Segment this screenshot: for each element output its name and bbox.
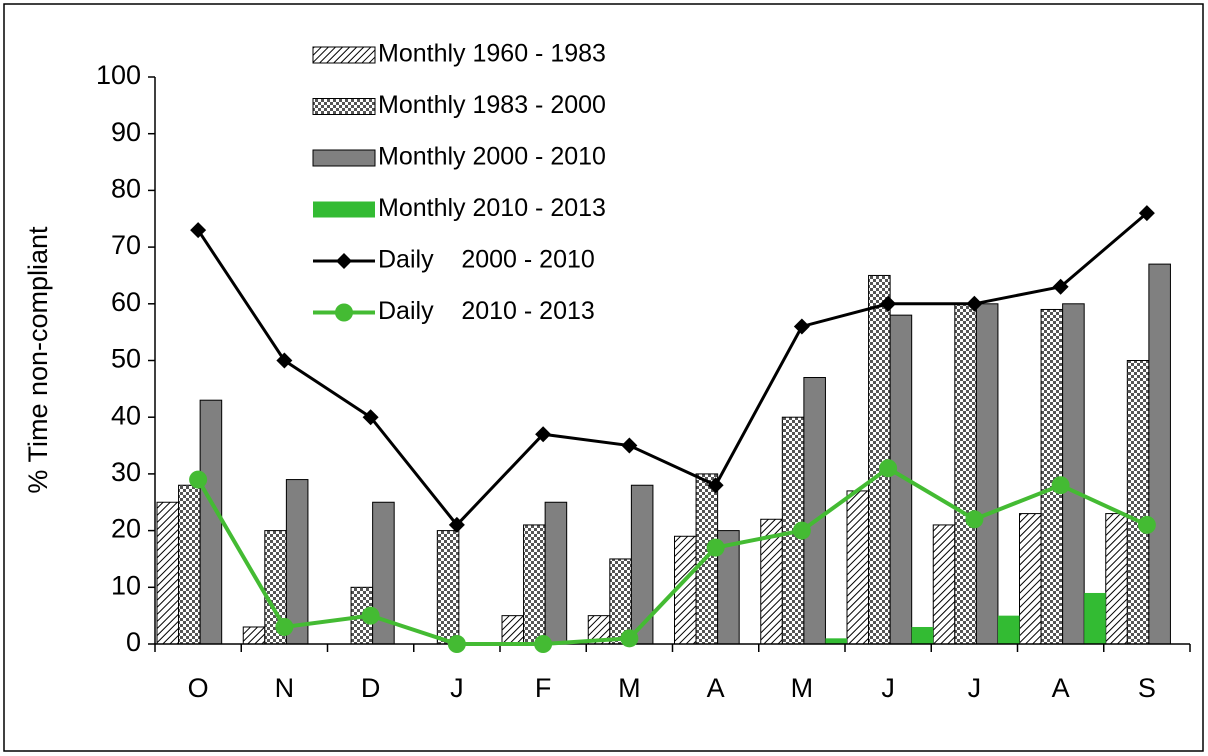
bar	[975, 303, 999, 645]
y-tick-label: 40	[111, 400, 141, 430]
bar	[997, 615, 1020, 644]
y-tick-label: 70	[111, 230, 141, 260]
legend-marker	[336, 253, 352, 269]
bar	[501, 615, 525, 645]
x-tick-label: J	[450, 673, 464, 703]
y-tick-label: 100	[96, 60, 141, 90]
y-tick-label: 50	[111, 344, 141, 374]
line-marker	[1051, 476, 1070, 495]
bar	[1126, 360, 1150, 645]
x-tick-label: N	[275, 673, 295, 703]
line-marker	[966, 295, 983, 312]
line-marker	[620, 629, 639, 648]
y-tick-label: 90	[111, 117, 141, 147]
line	[196, 211, 1148, 528]
bar	[954, 303, 977, 645]
bar	[544, 501, 568, 645]
legend-label: Monthly 1983 - 2000	[378, 91, 606, 119]
line-marker	[190, 222, 207, 239]
bar	[630, 484, 654, 645]
line-marker	[707, 477, 724, 494]
x-tick-label: A	[1052, 673, 1070, 703]
x-tick-label: D	[361, 673, 381, 703]
bar	[1105, 513, 1128, 645]
line-marker	[1138, 205, 1155, 222]
legend-label: Monthly 2010 - 2013	[378, 194, 606, 222]
line-marker	[621, 437, 638, 454]
bar	[825, 638, 847, 644]
y-tick-label: 80	[111, 174, 141, 204]
bar	[1019, 513, 1042, 645]
legend-swatch	[312, 98, 376, 115]
line-marker	[189, 470, 208, 489]
line-marker	[792, 521, 811, 540]
bar	[803, 377, 826, 645]
line-marker	[534, 635, 553, 653]
x-tick-label: J	[968, 673, 982, 703]
line-marker	[275, 617, 294, 636]
legend-label: Daily 2000 - 2010	[378, 246, 595, 274]
bar	[156, 501, 180, 645]
bar	[932, 524, 956, 645]
x-tick-label: M	[618, 673, 641, 703]
x-tick-label: S	[1138, 673, 1156, 703]
x-tick-label: A	[707, 673, 725, 703]
y-axis-label: % Time non-compliant	[23, 226, 53, 494]
line-marker	[447, 635, 466, 653]
x-tick-label: F	[535, 673, 552, 703]
line-marker	[1052, 278, 1069, 295]
line-marker	[276, 352, 293, 369]
bar	[1062, 303, 1085, 645]
line	[196, 465, 1148, 646]
y-tick-label: 30	[111, 457, 141, 487]
legend-label: Monthly 1960 - 1983	[378, 40, 606, 68]
legend-swatch	[313, 201, 375, 218]
y-tick-label: 10	[111, 570, 141, 600]
x-tick-label: M	[791, 673, 814, 703]
legend-swatch	[312, 149, 376, 167]
line-marker	[1137, 515, 1156, 534]
line-marker	[535, 426, 552, 443]
bar	[846, 490, 870, 645]
bar	[242, 626, 266, 645]
line-marker	[965, 510, 984, 529]
line-marker	[362, 409, 379, 426]
bar	[285, 479, 309, 645]
line-marker	[793, 318, 810, 335]
bar	[1084, 592, 1106, 644]
x-tick-label: J	[881, 673, 895, 703]
bar	[1148, 263, 1171, 645]
y-tick-label: 0	[126, 627, 141, 657]
line-marker	[448, 516, 465, 533]
x-tick-label: O	[188, 673, 209, 703]
bar	[523, 524, 546, 645]
legend-marker	[335, 303, 353, 322]
legend-label: Daily 2010 - 2013	[378, 297, 595, 325]
bar	[911, 626, 934, 644]
legend-label: Monthly 2000 - 2010	[378, 143, 606, 171]
line-marker	[879, 459, 898, 478]
bar	[178, 484, 201, 645]
line-marker	[880, 295, 897, 312]
bar	[199, 399, 223, 645]
bar	[436, 530, 460, 645]
line-marker	[706, 538, 725, 557]
y-tick-label: 20	[111, 514, 141, 544]
line-marker	[361, 606, 380, 625]
y-tick-label: 60	[111, 287, 141, 317]
legend-swatch	[312, 46, 376, 64]
